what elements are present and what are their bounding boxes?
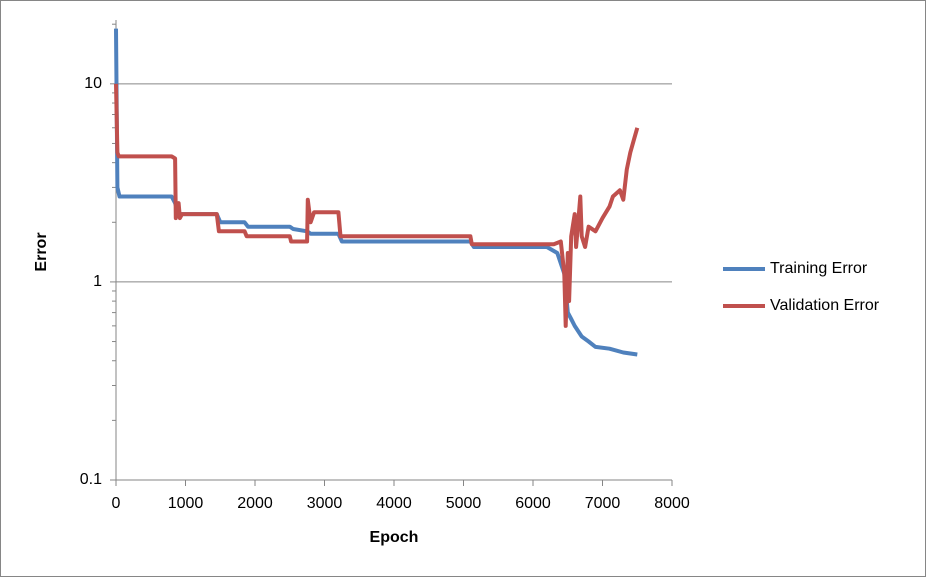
x-tick-label: 3000 — [307, 495, 343, 512]
series-line — [114, 83, 640, 328]
x-tick-label: 6000 — [515, 495, 551, 512]
legend-label: Validation Error — [770, 297, 880, 314]
legend-label: Training Error — [770, 260, 868, 277]
x-tick-label: 1000 — [168, 495, 204, 512]
y-tick-label: 1 — [93, 273, 102, 290]
y-axis-title: Error — [33, 232, 50, 271]
x-tick-label: 2000 — [237, 495, 273, 512]
x-tick-label: 8000 — [654, 495, 690, 512]
y-tick-label: 0.1 — [80, 471, 102, 488]
x-tick-label: 0 — [112, 495, 121, 512]
y-tick-label: 10 — [84, 75, 102, 92]
x-tick-label: 5000 — [446, 495, 482, 512]
x-tick-label: 4000 — [376, 495, 412, 512]
x-axis-title: Epoch — [370, 529, 419, 546]
x-tick-label: 7000 — [585, 495, 621, 512]
